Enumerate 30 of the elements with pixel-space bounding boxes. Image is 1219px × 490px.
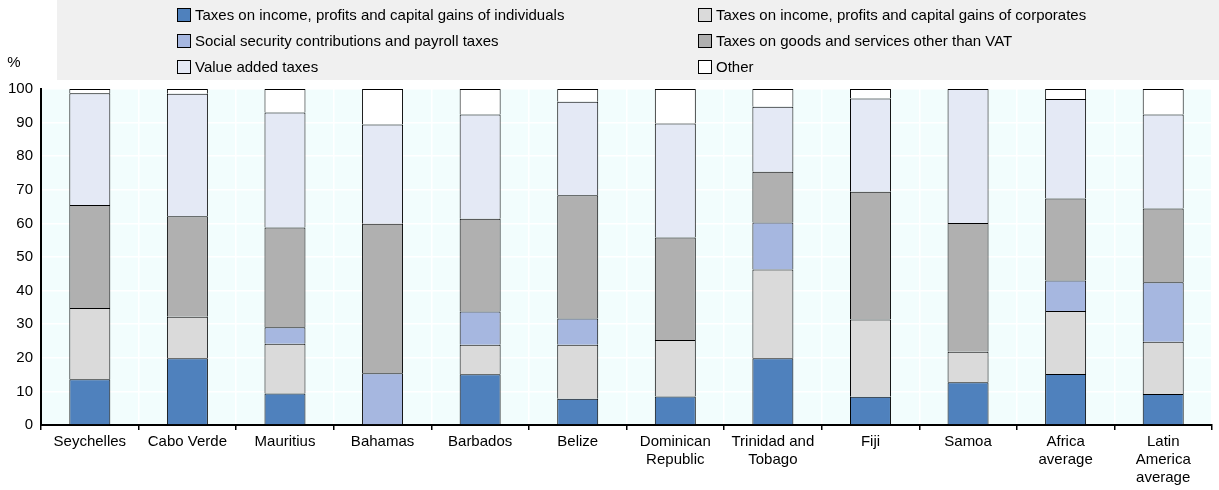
y-tick-label: 90 <box>16 112 34 130</box>
y-tick-label: 30 <box>16 314 34 332</box>
series-label: Other <box>716 58 754 75</box>
legend-label: Taxes on income, profits and capital gains of corporates <box>716 6 1087 23</box>
x-tick-label: Dominican Republic <box>639 432 711 468</box>
x-tick-label: Mauritius <box>254 432 316 450</box>
x-tick-label: Cabo Verde <box>147 432 228 450</box>
legend-label: Taxes on income, profits and capital gains of individuals <box>195 6 565 23</box>
x-tick-label: Barbados <box>448 432 513 450</box>
y-tick-label: 60 <box>16 213 34 231</box>
y-tick-label: 40 <box>16 280 34 298</box>
x-tick-label: Trinidad and Tobago <box>731 432 815 468</box>
y-tick-label: 10 <box>16 381 34 399</box>
legend-label: Social security contributions and payroll taxes <box>195 32 499 49</box>
legend-label: Taxes on goods and services other than VAT <box>716 32 1013 49</box>
x-tick-label: Samoa <box>944 432 993 450</box>
x-tick-label: Africa average <box>1038 432 1093 468</box>
x-tick-label: Fiji <box>860 432 881 450</box>
y-tick-label: 20 <box>16 347 34 365</box>
y-tick-label: 50 <box>16 247 34 265</box>
y-tick-label: 80 <box>16 146 34 164</box>
x-tick-label: Bahamas <box>350 432 415 450</box>
y-tick-label: 100 <box>8 79 34 97</box>
y-tick-label: 0 <box>24 415 34 433</box>
legend-label: Value added taxes <box>195 58 319 75</box>
y-axis-title: % <box>7 53 21 70</box>
y-tick-label: 70 <box>16 179 34 197</box>
x-tick-label: Belize <box>557 432 599 450</box>
x-tick-label: Seychelles <box>53 432 127 450</box>
x-tick-label: Latin America average <box>1135 432 1192 486</box>
